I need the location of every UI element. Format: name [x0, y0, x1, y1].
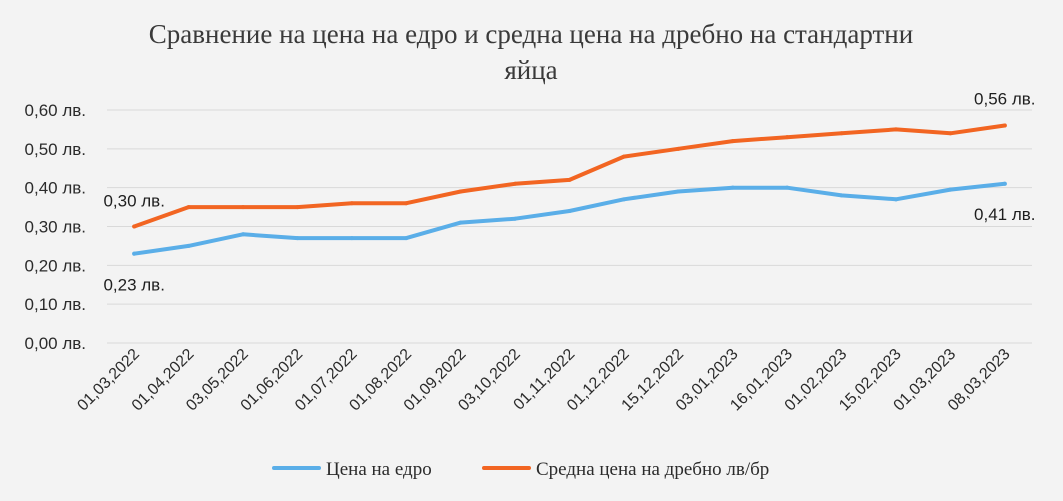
y-tick-label: 0,20 лв.	[25, 256, 86, 275]
label-wholesale-last: 0,41 лв.	[974, 205, 1035, 224]
series-1-point	[567, 208, 572, 213]
series-2-point	[404, 201, 409, 206]
series-2-point	[1002, 123, 1007, 128]
series-1-point	[295, 236, 300, 241]
series-2-point	[513, 181, 518, 186]
series-2-point	[349, 201, 354, 206]
label-wholesale-first: 0,23 лв.	[103, 276, 164, 295]
legend-label-1: Цена на едро	[326, 459, 432, 480]
series-1-point	[676, 189, 681, 194]
series-1-point	[1002, 181, 1007, 186]
y-tick-label: 0,30 лв.	[25, 218, 86, 237]
series-2-point	[676, 146, 681, 151]
series-1-point	[730, 185, 735, 190]
series-2-point	[295, 205, 300, 210]
series-1-point	[621, 197, 626, 202]
series-lines	[132, 123, 1007, 256]
series-1-point	[132, 251, 137, 256]
series-1-point	[186, 243, 191, 248]
y-tick-label: 0,60 лв.	[25, 101, 86, 120]
y-tick-label: 0,40 лв.	[25, 179, 86, 198]
chart-title-line-2: яйца	[504, 55, 557, 85]
series-2-point	[241, 205, 246, 210]
series-1-point	[404, 236, 409, 241]
series-1-point	[513, 216, 518, 221]
series-2-point	[458, 189, 463, 194]
x-axis-ticks: 01,03,202201,04,202203,05,202201,06,2022…	[74, 346, 1013, 415]
chart-title-line-1: Сравнение на цена на едро и средна цена …	[149, 19, 913, 49]
series-2-point	[567, 177, 572, 182]
y-axis-ticks: 0,00 лв. 0,10 лв. 0,20 лв. 0,30 лв. 0,40 лв.…	[25, 101, 86, 353]
series-2-point	[186, 205, 191, 210]
gridlines	[107, 109, 1032, 344]
data-labels: 0,30 лв. 0,56 лв. 0,23 лв. 0,41 лв.	[103, 90, 1035, 295]
legend-label-2: Средна цена на дребно лв/бр	[536, 459, 769, 480]
series-2-point	[839, 131, 844, 136]
series-line-1	[132, 181, 1007, 256]
legend: Цена на едро Средна цена на дребно лв/бр	[272, 459, 769, 480]
label-retail-last: 0,56 лв.	[974, 90, 1035, 109]
series-1-point	[893, 197, 898, 202]
series-2-point	[621, 154, 626, 159]
series-2-point	[785, 135, 790, 140]
label-retail-first: 0,30 лв.	[103, 192, 164, 211]
series-2-point	[132, 224, 137, 229]
series-1-point	[349, 236, 354, 241]
series-1-point	[948, 187, 953, 192]
series-1-point	[458, 220, 463, 225]
series-2-point	[730, 139, 735, 144]
y-tick-label: 0,00 лв.	[25, 334, 86, 353]
y-tick-label: 0,50 лв.	[25, 140, 86, 159]
y-tick-label: 0,10 лв.	[25, 295, 86, 314]
series-1-point	[785, 185, 790, 190]
series-1-point	[839, 193, 844, 198]
series-2-point	[893, 127, 898, 132]
series-2-point	[948, 131, 953, 136]
series-1-point	[241, 232, 246, 237]
